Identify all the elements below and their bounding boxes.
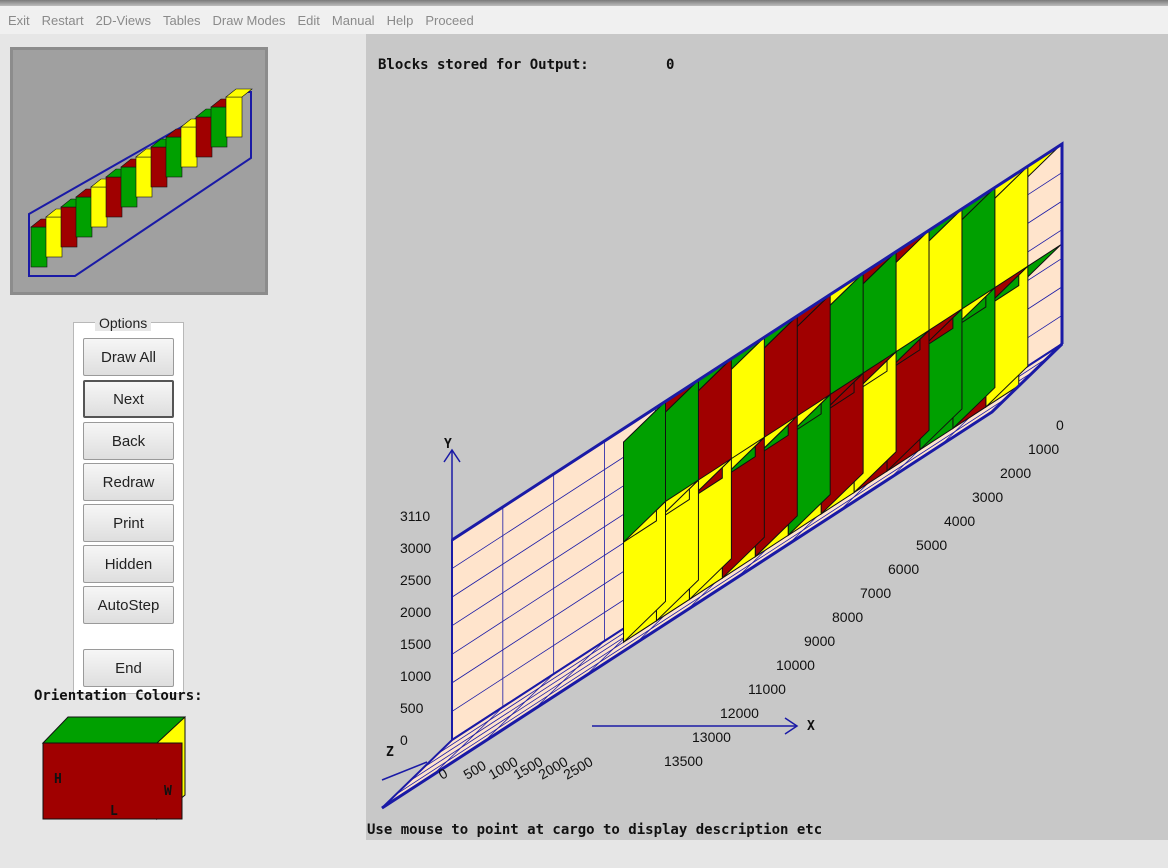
thumb-cargo-block [30, 226, 48, 268]
back-button[interactable]: Back [83, 422, 174, 460]
x-tick-label: 0 [1056, 417, 1064, 433]
x-axis-arrow [784, 717, 799, 735]
x-tick-label: 11000 [748, 681, 786, 697]
hidden-button[interactable]: Hidden [83, 545, 174, 583]
menu-manual[interactable]: Manual [331, 12, 375, 28]
menu-bar: Exit Restart 2D-Views Tables Draw Modes … [0, 6, 1168, 34]
menu-restart[interactable]: Restart [41, 12, 84, 28]
thumb-cargo-block [60, 206, 78, 248]
title-bar [0, 0, 1168, 6]
x-tick-label: 9000 [804, 633, 835, 649]
x-tick-label: 12000 [720, 705, 759, 721]
end-button[interactable]: End [83, 649, 174, 687]
y-tick-label: 2500 [400, 572, 431, 588]
z-tick-label: 0 [436, 765, 451, 783]
next-button[interactable]: Next [83, 380, 174, 418]
orientation-legend-box: H W L [41, 715, 186, 821]
container-frame [451, 141, 1064, 542]
orientation-l-label: L [110, 804, 118, 819]
status-message: Use mouse to point at cargo to display d… [367, 822, 823, 838]
x-tick-label: 8000 [832, 609, 863, 625]
x-tick-label: 2000 [1000, 465, 1031, 481]
x-axis-name: X [807, 719, 815, 734]
y-axis-name: Y [444, 437, 452, 452]
thumb-cargo-block [165, 136, 183, 178]
floor-gridline [534, 640, 605, 710]
x-tick-label: 13500 [664, 753, 703, 769]
thumb-cargo-block [210, 106, 228, 148]
z-axis-name: Z [386, 745, 394, 760]
y-tick-label: 500 [400, 700, 424, 716]
y-tick-label: 1000 [400, 668, 431, 684]
thumb-cargo-block [120, 166, 138, 208]
container-frame [381, 342, 1064, 810]
z-axis [381, 761, 428, 781]
thumb-cargo-block [195, 116, 213, 158]
menu-proceed[interactable]: Proceed [425, 12, 474, 28]
orientation-h-label: H [54, 772, 62, 787]
x-tick-label: 3000 [972, 489, 1003, 505]
overview-thumbnail-canvas [28, 88, 253, 277]
blocks-stored-label: Blocks stored for Output: [378, 57, 589, 73]
thumb-cargo-block [180, 126, 198, 168]
thumb-cargo-block [75, 196, 93, 238]
floor-gridline [395, 398, 1007, 795]
orientation-colours-label: Orientation Colours: [34, 688, 203, 704]
thumb-cargo-block [225, 96, 243, 138]
y-axis-arrow [443, 448, 461, 463]
x-tick-label: 4000 [944, 513, 975, 529]
options-legend: Options [95, 315, 152, 331]
blocks-stored-count: 0 [666, 57, 675, 73]
overview-thumbnail[interactable] [10, 47, 268, 295]
thumb-cargo-block [90, 186, 108, 228]
floor-gridline [483, 673, 554, 743]
menu-edit[interactable]: Edit [297, 12, 320, 28]
thumb-cargo-block [225, 88, 253, 98]
floor-gridline [432, 706, 504, 776]
y-tick-label: 0 [400, 732, 408, 748]
redraw-button[interactable]: Redraw [83, 463, 174, 501]
menu-tables[interactable]: Tables [162, 12, 201, 28]
menu-help[interactable]: Help [386, 12, 414, 28]
cargo-block-end [623, 400, 666, 544]
print-button[interactable]: Print [83, 504, 174, 542]
z-tick-label: 500 [461, 757, 489, 783]
y-tick-label: 1500 [400, 636, 431, 652]
draw-all-button[interactable]: Draw All [83, 338, 174, 376]
x-tick-label: 1000 [1028, 441, 1059, 457]
x-tick-label: 10000 [776, 657, 815, 673]
thumb-cargo-block [45, 216, 63, 258]
autostep-button[interactable]: AutoStep [83, 586, 174, 624]
orientation-w-label: W [164, 784, 172, 799]
thumb-cargo-block [135, 156, 153, 198]
y-tick-label: 3000 [400, 540, 431, 556]
y-tick-label: 3110 [400, 508, 430, 524]
orientation-front-face [42, 742, 183, 820]
x-tick-label: 6000 [888, 561, 919, 577]
z-tick-label: 2500 [561, 753, 596, 783]
x-tick-label: 7000 [860, 585, 891, 601]
y-tick-label: 2000 [400, 604, 431, 620]
thumb-cargo-block [105, 176, 123, 218]
x-tick-label: 5000 [916, 537, 947, 553]
container-3d-view[interactable]: 0 500 1000 1500 2000 2500 3000 3110 0 1000 2000 300… [366, 34, 1168, 820]
thumb-cargo-block [150, 146, 168, 188]
menu-2d-views[interactable]: 2D-Views [95, 12, 151, 28]
x-tick-label: 13000 [692, 729, 731, 745]
menu-exit[interactable]: Exit [8, 12, 30, 28]
menu-draw-modes[interactable]: Draw Modes [212, 12, 286, 28]
